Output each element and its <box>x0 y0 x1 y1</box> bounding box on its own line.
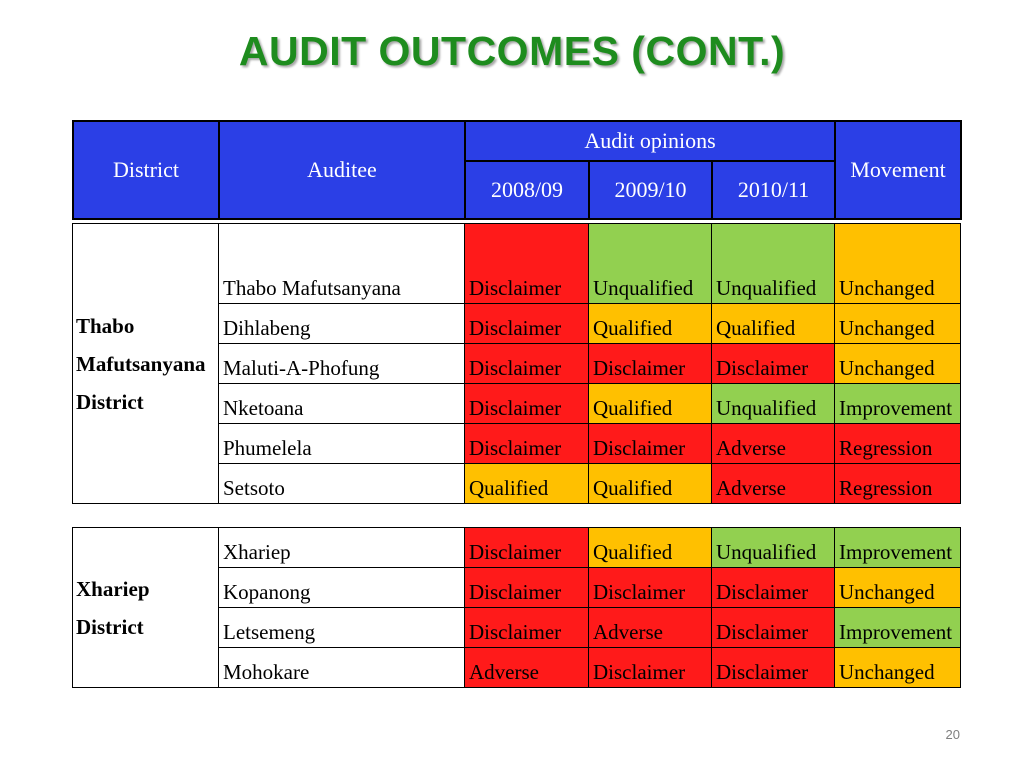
auditee-cell: Dihlabeng <box>218 303 465 344</box>
opinion-2009-cell: Disclaimer <box>588 423 712 464</box>
opinion-2008-cell: Disclaimer <box>464 423 589 464</box>
table-row: Maluti-A-Phofung Disclaimer Disclaimer Disc… <box>73 343 961 384</box>
header-year-2009: 2009/10 <box>588 160 713 220</box>
header-auditee: Auditee <box>218 120 466 220</box>
movement-cell: Regression <box>834 463 961 504</box>
auditee-cell: Letsemeng <box>218 607 465 648</box>
header-movement: Movement <box>834 120 963 220</box>
district-cell: Thabo Mafutsanyana District <box>72 223 219 504</box>
district-label-line: Xhariep <box>76 576 150 601</box>
movement-cell: Unchanged <box>834 567 961 608</box>
table-header: District Auditee Audit opinions Movement… <box>72 120 963 220</box>
opinion-2008-cell: Disclaimer <box>464 527 589 568</box>
opinion-2009-cell: Unqualified <box>588 223 712 304</box>
auditee-cell: Setsoto <box>218 463 465 504</box>
opinion-2010-cell: Adverse <box>711 463 835 504</box>
auditee-cell: Phumelela <box>218 423 465 464</box>
opinion-2008-cell: Disclaimer <box>464 567 589 608</box>
opinion-2010-cell: Disclaimer <box>711 567 835 608</box>
opinion-2008-cell: Disclaimer <box>464 343 589 384</box>
district-label-line: Mafutsanyana <box>76 351 206 376</box>
page-number: 20 <box>945 727 960 742</box>
opinion-2008-cell: Disclaimer <box>464 303 589 344</box>
opinion-2010-cell: Adverse <box>711 423 835 464</box>
auditee-cell: Kopanong <box>218 567 465 608</box>
opinion-2010-cell: Unqualified <box>711 223 835 304</box>
movement-cell: Improvement <box>834 383 961 424</box>
header-year-2008: 2008/09 <box>464 160 590 220</box>
table-row: Xhariep District Xhariep Disclaimer Qualifie… <box>72 527 961 688</box>
opinion-2009-cell: Adverse <box>588 607 712 648</box>
opinion-2008-cell: Disclaimer <box>464 607 589 648</box>
movement-cell: Unchanged <box>834 343 961 384</box>
header-year-2010: 2010/11 <box>710 160 837 220</box>
opinion-2009-cell: Disclaimer <box>588 567 712 608</box>
district-label-line: District <box>76 389 144 414</box>
movement-cell: Regression <box>834 423 961 464</box>
movement-cell: Unchanged <box>834 223 961 304</box>
opinion-2008-cell: Disclaimer <box>464 223 589 304</box>
table-row: Kopanong Disclaimer Disclaimer Disclaimer Un… <box>73 567 961 608</box>
opinion-2010-cell: Disclaimer <box>711 607 835 648</box>
opinion-2009-cell: Qualified <box>588 463 712 504</box>
opinion-2009-cell: Qualified <box>588 303 712 344</box>
table-row: Thabo Mafutsanyana District Thabo Mafutsany… <box>72 223 961 504</box>
auditee-cell: Nketoana <box>218 383 465 424</box>
table-row: Letsemeng Disclaimer Adverse Disclaimer Impr… <box>73 607 961 648</box>
movement-cell: Unchanged <box>834 303 961 344</box>
auditee-cell: Maluti-A-Phofung <box>218 343 465 384</box>
opinion-2010-cell: Unqualified <box>711 383 835 424</box>
opinion-2010-cell: Disclaimer <box>711 343 835 384</box>
opinion-2008-cell: Adverse <box>464 647 589 688</box>
slide-title: AUDIT OUTCOMES (CONT.) <box>238 28 786 74</box>
opinion-2010-cell: Qualified <box>711 303 835 344</box>
table-group-thabo: Thabo Mafutsanyana District Thabo Mafutsany… <box>72 223 961 504</box>
movement-cell: Unchanged <box>834 647 961 688</box>
district-label-line: Thabo <box>76 313 135 338</box>
district-cell: Xhariep District <box>72 527 219 688</box>
table-row: Setsoto Qualified Qualified Adverse Regressi… <box>73 463 961 504</box>
auditee-cell: Mohokare <box>218 647 465 688</box>
opinion-2009-cell: Disclaimer <box>588 647 712 688</box>
movement-cell: Improvement <box>834 607 961 648</box>
table-group-xhariep: Xhariep District Xhariep Disclaimer Qualifie… <box>72 527 961 688</box>
auditee-cell: Xhariep <box>218 527 465 568</box>
opinion-2008-cell: Disclaimer <box>464 383 589 424</box>
district-label-line: District <box>76 614 144 639</box>
opinion-2008-cell: Qualified <box>464 463 589 504</box>
header-district: District <box>72 120 220 220</box>
opinion-2010-cell: Disclaimer <box>711 647 835 688</box>
opinion-2010-cell: Unqualified <box>711 527 835 568</box>
table-row: Mohokare Adverse Disclaimer Disclaimer Uncha… <box>73 647 961 688</box>
table-row: Dihlabeng Disclaimer Qualified Qualified Unc… <box>73 303 961 344</box>
opinion-2009-cell: Qualified <box>588 383 712 424</box>
movement-cell: Improvement <box>834 527 961 568</box>
table-row: Phumelela Disclaimer Disclaimer Adverse Regr… <box>73 423 961 464</box>
opinion-2009-cell: Qualified <box>588 527 712 568</box>
header-audit-opinions: Audit opinions <box>463 120 837 162</box>
opinion-2009-cell: Disclaimer <box>588 343 712 384</box>
auditee-cell: Thabo Mafutsanyana <box>218 223 465 304</box>
